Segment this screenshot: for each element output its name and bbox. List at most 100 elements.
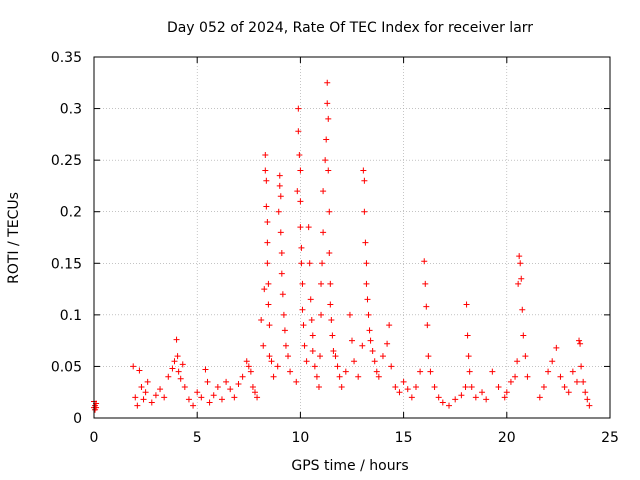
data-point — [198, 394, 205, 401]
data-point — [329, 332, 336, 339]
data-point — [264, 219, 271, 226]
data-point — [327, 301, 334, 308]
data-point — [349, 337, 355, 344]
data-point — [342, 368, 349, 375]
data-point — [388, 363, 395, 370]
data-point — [169, 365, 176, 372]
data-point — [421, 258, 428, 265]
data-point — [265, 280, 272, 287]
data-point — [479, 389, 486, 396]
data-point — [586, 402, 593, 409]
data-point — [179, 361, 186, 368]
data-point — [185, 396, 192, 403]
data-point — [515, 280, 522, 287]
data-point — [285, 353, 292, 360]
data-point — [472, 394, 479, 401]
data-point — [549, 358, 556, 365]
data-point — [578, 363, 585, 370]
data-point — [386, 322, 393, 329]
x-tick-label: 0 — [90, 430, 99, 446]
data-point — [367, 337, 374, 344]
data-point — [308, 317, 315, 324]
data-point — [334, 363, 341, 370]
data-point — [522, 353, 529, 360]
data-point — [362, 239, 369, 246]
data-point — [204, 378, 211, 385]
data-point — [325, 115, 332, 122]
data-point — [263, 203, 270, 210]
data-point — [584, 396, 591, 403]
data-point — [363, 260, 370, 267]
data-point — [280, 311, 287, 318]
data-point — [507, 378, 514, 385]
data-point — [278, 249, 285, 256]
chart-title: Day 052 of 2024, Rate Of TEC Index for r… — [167, 20, 533, 36]
data-point — [439, 399, 446, 406]
data-point — [295, 105, 302, 112]
data-point — [553, 344, 560, 351]
data-point — [408, 394, 415, 401]
data-point — [300, 322, 307, 329]
data-point — [309, 347, 316, 354]
data-point — [318, 311, 325, 318]
data-point — [313, 373, 320, 380]
data-point — [173, 336, 180, 343]
data-point — [565, 389, 572, 396]
data-point — [266, 353, 273, 360]
data-point — [517, 260, 524, 267]
data-point — [218, 396, 225, 403]
data-point — [412, 384, 419, 391]
data-point — [369, 347, 376, 354]
data-point — [181, 384, 188, 391]
data-point — [152, 392, 159, 399]
y-tick-label: 0.35 — [51, 50, 82, 66]
data-point — [363, 280, 370, 287]
data-point — [446, 402, 453, 409]
data-point — [251, 389, 258, 396]
data-point — [282, 342, 289, 349]
x-tick-label: 25 — [601, 430, 619, 446]
data-point — [392, 384, 399, 391]
data-point — [379, 353, 386, 360]
data-point — [206, 399, 213, 406]
data-point — [503, 389, 510, 396]
data-point — [458, 392, 465, 399]
data-point — [266, 322, 273, 329]
data-point — [351, 358, 358, 365]
y-tick-label: 0.3 — [60, 102, 82, 118]
data-point — [132, 394, 139, 401]
data-point — [161, 394, 168, 401]
data-point — [468, 384, 475, 391]
x-tick-label: 10 — [291, 430, 309, 446]
data-point — [293, 378, 300, 385]
data-point — [336, 373, 343, 380]
data-point — [275, 208, 282, 215]
data-point — [294, 188, 301, 195]
data-point — [235, 380, 242, 387]
data-point — [295, 128, 302, 135]
data-point — [326, 208, 333, 215]
data-point — [322, 157, 329, 164]
data-point — [360, 167, 367, 174]
data-point — [306, 260, 313, 267]
y-axis-label: ROTI / TECUs — [6, 192, 22, 284]
data-point — [276, 172, 283, 179]
data-point — [346, 311, 353, 318]
y-tick-label: 0.05 — [51, 359, 82, 375]
data-point — [319, 260, 326, 267]
data-point — [573, 378, 580, 385]
data-point — [315, 384, 322, 391]
data-point — [384, 340, 391, 347]
data-point — [338, 384, 345, 391]
data-point — [134, 402, 141, 409]
data-point — [576, 337, 583, 344]
data-point — [262, 151, 269, 158]
data-point — [545, 368, 552, 375]
data-point — [245, 363, 252, 370]
data-point — [516, 253, 523, 260]
data-point — [268, 358, 275, 365]
data-point — [157, 386, 164, 393]
data-point — [239, 373, 246, 380]
data-point — [296, 151, 303, 158]
